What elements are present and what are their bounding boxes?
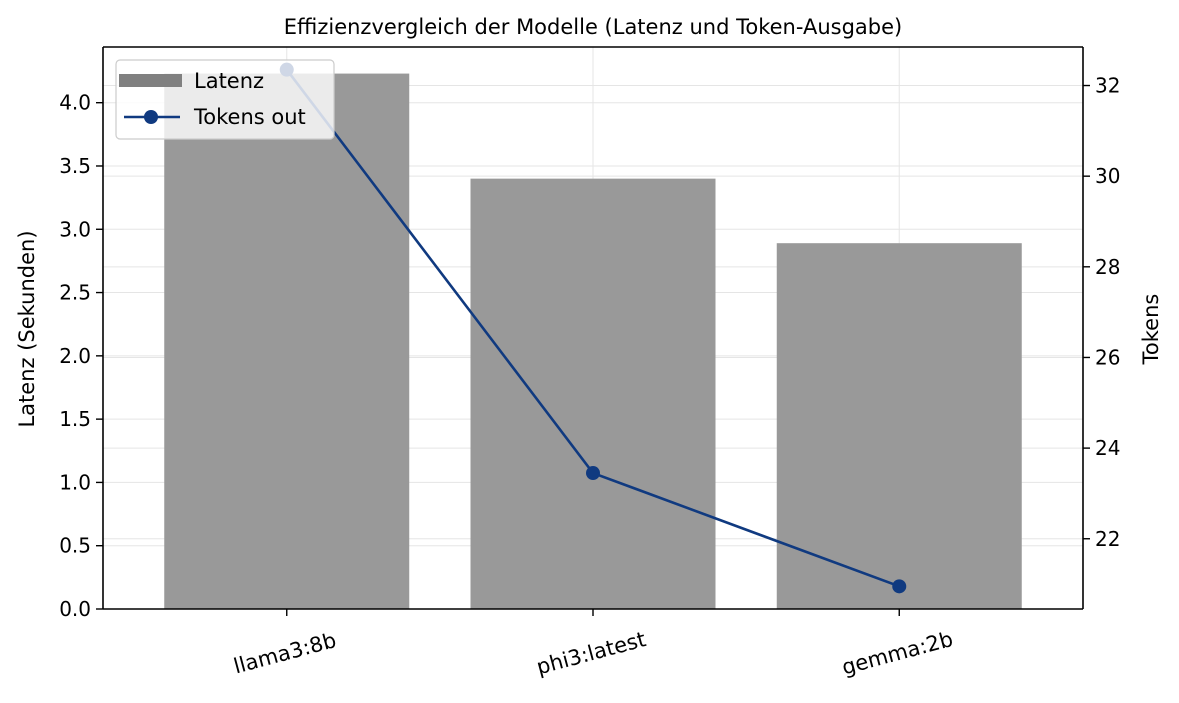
y-tick-label-left: 3.0: [59, 217, 91, 241]
y-tick-label-right: 24: [1095, 436, 1120, 460]
bar-llama3-8b: [164, 73, 410, 610]
legend-swatch-tokens-marker: [144, 110, 158, 124]
y-tick-label-right: 22: [1095, 527, 1120, 551]
y-tick-label-left: 1.0: [59, 470, 91, 494]
legend-label-latenz: Latenz: [194, 69, 264, 93]
y-tick-label-left: 1.5: [59, 407, 91, 431]
bar-phi3-latest: [470, 178, 716, 609]
y-tick-label-left: 0.5: [59, 534, 91, 558]
bar-layer: [164, 73, 1022, 610]
chart-title: Effizienzvergleich der Modelle (Latenz u…: [284, 15, 902, 39]
y-tick-label-right: 26: [1095, 345, 1120, 369]
y-tick-label-left: 2.0: [59, 344, 91, 368]
y-tick-label-right: 28: [1095, 255, 1120, 279]
y-tick-label-left: 4.0: [59, 91, 91, 115]
y-tick-label-right: 32: [1095, 74, 1120, 98]
y-tick-label-right: 30: [1095, 164, 1120, 188]
tokens-point-gemma-2b: [892, 579, 907, 594]
y-tick-label-left: 0.0: [59, 597, 91, 621]
y-axis-label-right: Tokens: [1139, 294, 1163, 366]
legend: Latenz Tokens out: [115, 59, 335, 140]
y-axis-label-left: Latenz (Sekunden): [15, 230, 39, 427]
bar-gemma-2b: [776, 243, 1022, 609]
tokens-point-phi3-latest: [586, 466, 600, 481]
y-tick-label-left: 2.5: [59, 281, 91, 305]
legend-swatch-latenz: [119, 74, 182, 87]
y-tick-label-left: 3.5: [59, 154, 91, 178]
legend-label-tokens: Tokens out: [193, 105, 306, 129]
